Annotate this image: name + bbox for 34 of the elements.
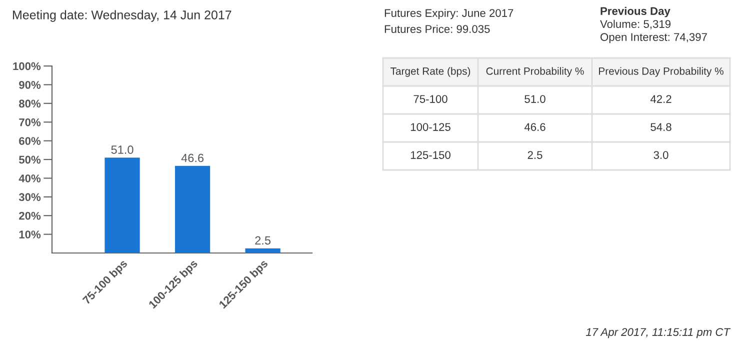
chart-title: Meeting date: Wednesday, 14 Jun 2017 [13,10,232,22]
text: 125-150 [410,151,450,159]
text: 17 Apr 2017, 11:15:11 pm CT [586,328,731,338]
y-tick-label: 30% [18,193,41,202]
y-tick-label: 80% [19,100,41,108]
y-tick-label: 20% [19,212,41,220]
y-tick-label: 40% [18,174,41,182]
y-tick-label: 100% [13,62,41,70]
bar [174,166,210,253]
text: Previous Day [600,6,670,18]
text: 100-125 [410,123,450,131]
text: 42.2 [650,95,672,103]
text: 46.6 [524,123,546,131]
text: 3.0 [654,151,668,159]
data-label: 2.5 [255,236,271,245]
text: Open Interest: 74,397 [600,33,707,44]
text: Volume: 5,319 [600,20,671,30]
data-label: 46.6 [181,154,204,162]
text: 75-100 [414,95,448,103]
text: Target Rate (bps) [390,67,470,77]
y-tick-label: 90% [19,80,41,89]
text: Current Probability % [486,67,584,77]
text: 54.8 [650,123,672,131]
y-tick-label: 70% [19,118,41,126]
y-tick-label: 60% [19,137,41,145]
text: 2.5 [528,151,542,159]
y-tick-label: 10% [19,230,41,238]
text: Previous Day Probability % [599,67,724,77]
data-label: 51.0 [111,146,134,154]
bar [104,158,140,253]
y-tick-label: 50% [18,156,41,164]
text: Futures Price: 99.035 [384,24,490,33]
text: Futures Expiry: June 2017 [384,8,514,20]
text: 51.0 [524,95,546,103]
